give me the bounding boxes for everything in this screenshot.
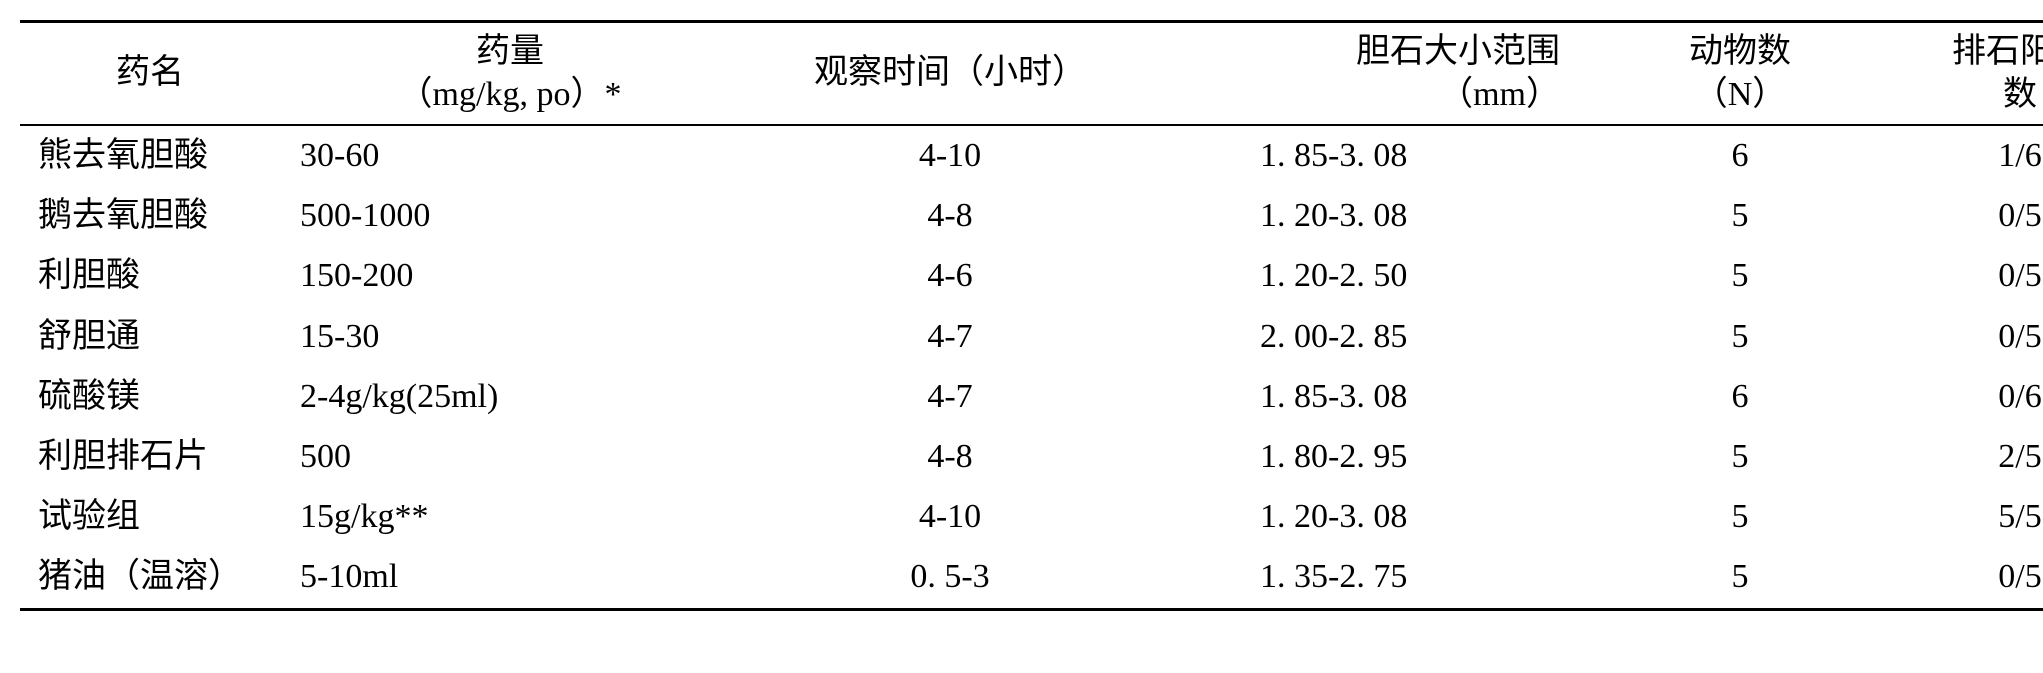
cell-name: 试验组 [20,487,290,547]
cell-dose: 500-1000 [290,186,730,246]
cell-count: 5 [1600,427,1880,487]
cell-size: 1. 85-3. 08 [1170,125,1600,186]
col-header-dose-label: 药量 [476,33,544,70]
col-header-pos-label: 排石阳性 [1952,33,2043,70]
cell-pos: 2/5 [1880,427,2043,487]
table-row: 硫酸镁2-4g/kg(25ml)4-71. 85-3. 0860/6 [20,367,2043,427]
col-header-time: 观察时间（小时） [730,22,1170,126]
cell-count: 5 [1600,487,1880,547]
cell-time: 0. 5-3 [730,547,1170,609]
cell-size: 1. 20-3. 08 [1170,186,1600,246]
col-header-dose-sublabel: （mg/kg, po）* [399,76,622,113]
cell-size: 1. 80-2. 95 [1170,427,1600,487]
table-body: 熊去氧胆酸30-604-101. 85-3. 0861/6鹅去氧胆酸500-10… [20,125,2043,609]
col-header-pos-sublabel: 数 [2003,76,2037,113]
table-row: 利胆排石片5004-81. 80-2. 9552/5 [20,427,2043,487]
drug-experiment-table: 药名 药量 （mg/kg, po）* 观察时间（小时） 胆石大小范围 （mm） … [20,20,2043,611]
col-header-count-label: 动物数 [1689,33,1791,70]
col-header-count-sublabel: （N） [1694,76,1787,113]
cell-pos: 1/6 [1880,125,2043,186]
cell-count: 5 [1600,246,1880,306]
cell-time: 4-8 [730,427,1170,487]
cell-dose: 15g/kg** [290,487,730,547]
table-row: 利胆酸150-2004-61. 20-2. 5050/5 [20,246,2043,306]
cell-name: 猪油（温溶） [20,547,290,609]
table-row: 舒胆通15-304-72. 00-2. 8550/5 [20,307,2043,367]
cell-time: 4-10 [730,125,1170,186]
table-header-row: 药名 药量 （mg/kg, po）* 观察时间（小时） 胆石大小范围 （mm） … [20,22,2043,126]
cell-count: 5 [1600,307,1880,367]
cell-count: 5 [1600,547,1880,609]
table-row: 猪油（温溶）5-10ml0. 5-31. 35-2. 7550/5 [20,547,2043,609]
col-header-name-label: 药名 [116,54,184,91]
cell-time: 4-6 [730,246,1170,306]
cell-time: 4-8 [730,186,1170,246]
col-header-time-label: 观察时间（小时） [814,54,1086,91]
cell-dose: 15-30 [290,307,730,367]
cell-pos: 0/5 [1880,246,2043,306]
cell-size: 2. 00-2. 85 [1170,307,1600,367]
col-header-size-sublabel: （mm） [1439,76,1560,113]
cell-name: 利胆排石片 [20,427,290,487]
cell-pos: 0/5 [1880,186,2043,246]
cell-count: 6 [1600,125,1880,186]
cell-name: 舒胆通 [20,307,290,367]
cell-pos: 5/5 [1880,487,2043,547]
col-header-pos: 排石阳性 数 [1880,22,2043,126]
cell-size: 1. 20-3. 08 [1170,487,1600,547]
cell-name: 鹅去氧胆酸 [20,186,290,246]
col-header-size: 胆石大小范围 （mm） [1170,22,1600,126]
cell-name: 熊去氧胆酸 [20,125,290,186]
cell-time: 4-7 [730,367,1170,427]
cell-name: 利胆酸 [20,246,290,306]
cell-size: 1. 20-2. 50 [1170,246,1600,306]
cell-time: 4-7 [730,307,1170,367]
cell-pos: 0/6 [1880,367,2043,427]
cell-time: 4-10 [730,487,1170,547]
table-row: 试验组15g/kg**4-101. 20-3. 0855/5 [20,487,2043,547]
table-row: 鹅去氧胆酸500-10004-81. 20-3. 0850/5 [20,186,2043,246]
cell-count: 5 [1600,186,1880,246]
col-header-size-label: 胆石大小范围 [1356,33,1560,70]
col-header-name: 药名 [20,22,290,126]
col-header-dose: 药量 （mg/kg, po）* [290,22,730,126]
cell-size: 1. 85-3. 08 [1170,367,1600,427]
table-row: 熊去氧胆酸30-604-101. 85-3. 0861/6 [20,125,2043,186]
cell-dose: 2-4g/kg(25ml) [290,367,730,427]
cell-dose: 500 [290,427,730,487]
cell-dose: 30-60 [290,125,730,186]
cell-pos: 0/5 [1880,547,2043,609]
cell-name: 硫酸镁 [20,367,290,427]
cell-dose: 5-10ml [290,547,730,609]
cell-pos: 0/5 [1880,307,2043,367]
cell-dose: 150-200 [290,246,730,306]
cell-count: 6 [1600,367,1880,427]
col-header-count: 动物数 （N） [1600,22,1880,126]
cell-size: 1. 35-2. 75 [1170,547,1600,609]
